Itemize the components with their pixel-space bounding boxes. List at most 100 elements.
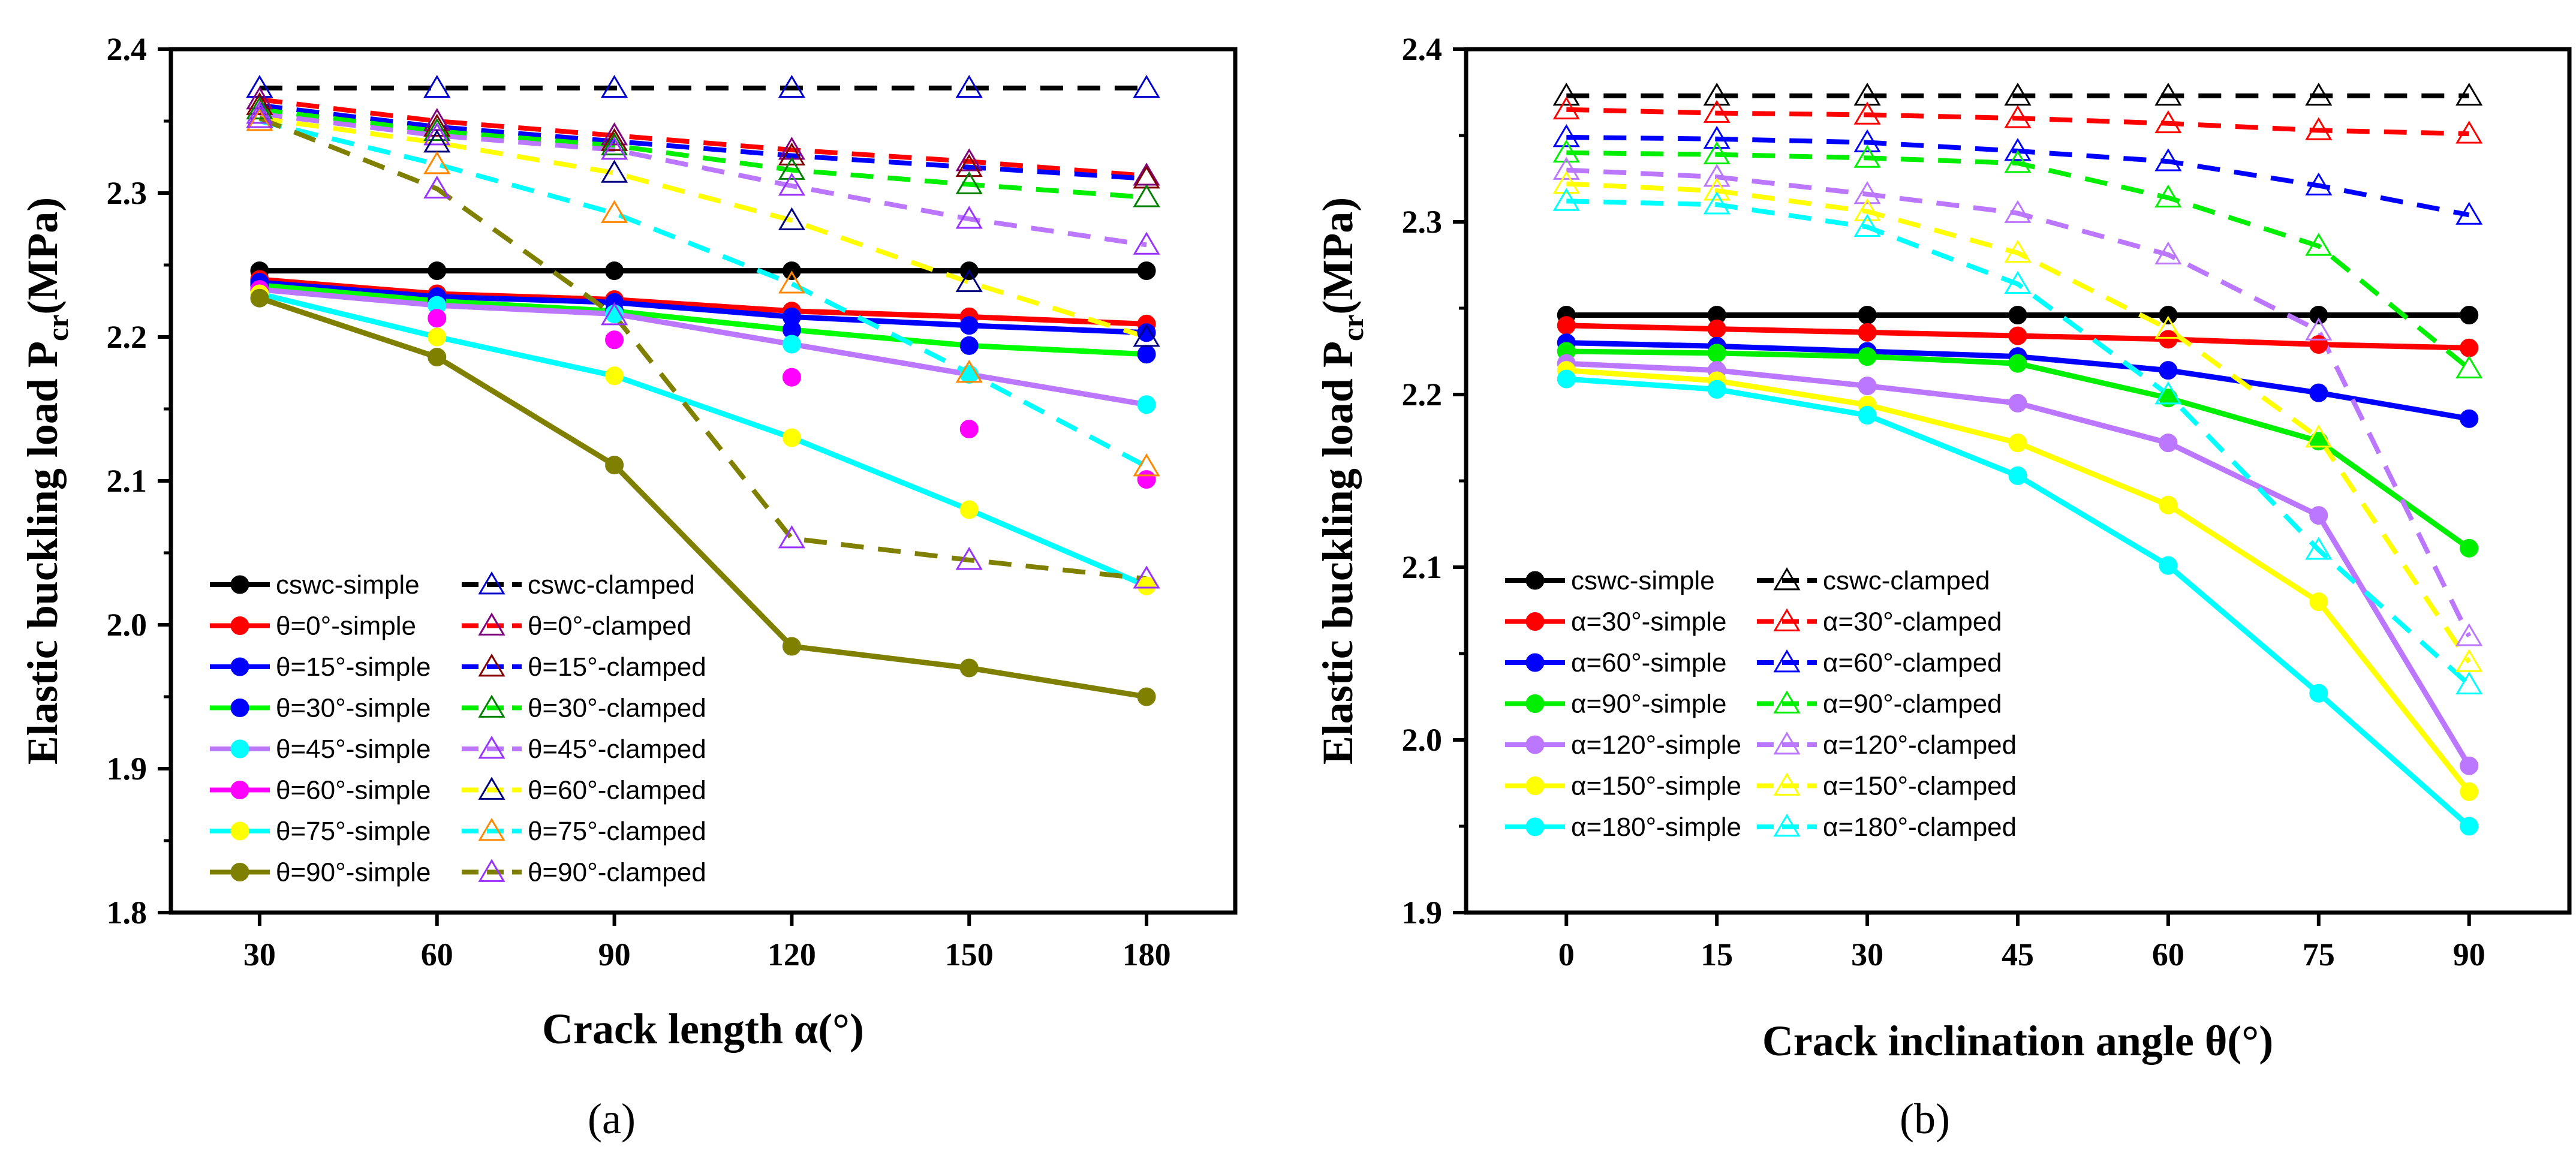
y-tick-label: 1.9 xyxy=(1402,895,1443,931)
series-markers-5 xyxy=(1552,124,2483,225)
series-line xyxy=(259,279,1147,336)
legend-marker xyxy=(1773,732,1801,755)
data-point xyxy=(2008,354,2027,373)
data-point xyxy=(1137,261,1156,281)
data-point xyxy=(2455,82,2483,106)
y-tick-label: 2.4 xyxy=(107,31,148,67)
x-tick-label: 60 xyxy=(421,937,453,973)
panel-a: 30 60 90 120 150 180 1.8 1.9 2.0 2.1 2.2 2.3 2.4 Crac… xyxy=(19,31,1238,1143)
y-tick-label: 2.3 xyxy=(107,175,148,211)
legend-item: θ=15°-clamped xyxy=(462,652,706,682)
data-point xyxy=(2309,335,2328,354)
data-point xyxy=(2159,306,2178,325)
series-13 xyxy=(258,119,1148,469)
series-line xyxy=(259,276,1147,327)
series-12 xyxy=(258,291,1148,589)
legend-marker xyxy=(1773,772,1801,796)
data-point xyxy=(1853,180,1881,204)
legend-marker xyxy=(230,699,249,717)
data-point xyxy=(601,200,628,223)
data-point xyxy=(1703,141,1731,164)
data-point xyxy=(2004,150,2032,173)
data-point xyxy=(246,108,273,131)
data-point xyxy=(601,74,628,98)
series-15 xyxy=(258,116,1147,582)
data-point xyxy=(1858,347,1877,366)
data-point xyxy=(1137,470,1156,489)
data-point xyxy=(2305,537,2333,560)
legend-marker xyxy=(478,571,505,595)
y-axis-title: Elastic buckling load Pcr(MPa) xyxy=(19,197,74,764)
legend-item: cswc-simple xyxy=(1505,566,1715,595)
x-tick-label: 75 xyxy=(2303,937,2335,973)
data-point xyxy=(2460,817,2479,836)
data-point xyxy=(2008,466,2027,485)
series-markers-7 xyxy=(1552,139,2483,379)
data-point xyxy=(1703,100,1731,123)
legend-label: α=60°-clamped xyxy=(1823,648,2002,678)
data-point xyxy=(955,269,983,293)
data-point xyxy=(778,525,805,549)
x-axis: 30 60 90 120 150 180 xyxy=(243,913,1171,973)
data-point xyxy=(1137,687,1156,706)
data-point xyxy=(1552,156,1580,180)
y-tick-label: 2.3 xyxy=(1402,204,1443,240)
legend-item: α=60°-simple xyxy=(1505,648,1726,678)
data-point xyxy=(2154,148,2182,171)
x-tick-label: 150 xyxy=(945,937,994,973)
y-tick-label: 2.1 xyxy=(107,463,148,499)
data-point xyxy=(1137,345,1156,364)
data-point xyxy=(2309,383,2328,402)
legend-marker xyxy=(1525,571,1545,590)
x-axis-title: Crack inclination angle θ(°) xyxy=(1762,1017,2273,1065)
data-point xyxy=(778,142,805,165)
legend-label: θ=75°-clamped xyxy=(528,817,706,846)
legend-marker xyxy=(230,739,249,758)
legend-item: α=150°-clamped xyxy=(1757,772,2017,801)
series-14 xyxy=(258,295,1147,700)
data-point xyxy=(428,327,447,347)
series-9 xyxy=(1566,167,2472,637)
data-point xyxy=(2004,105,2032,128)
legend-label: α=60°-simple xyxy=(1571,648,1726,678)
data-point xyxy=(2154,82,2182,106)
data-point xyxy=(2159,361,2178,380)
data-point xyxy=(1552,188,1580,211)
data-point xyxy=(246,105,273,128)
series-markers-12 xyxy=(250,284,1156,595)
series-markers-15 xyxy=(246,105,1160,589)
data-point xyxy=(2008,306,2027,325)
y-title-unit: (MPa) xyxy=(19,197,67,315)
series-line xyxy=(1566,198,2471,687)
legend-marker xyxy=(1773,814,1801,837)
legend-label: α=120°-simple xyxy=(1571,730,1741,760)
legend-item: α=180°-clamped xyxy=(1757,812,2017,842)
data-point xyxy=(246,92,273,115)
data-point xyxy=(959,500,979,519)
data-point xyxy=(778,74,805,98)
data-point xyxy=(2455,121,2483,144)
data-point xyxy=(428,348,447,367)
x-tick-label: 30 xyxy=(1851,937,1883,973)
legend-label: cswc-simple xyxy=(276,570,420,600)
legend-label: α=120°-clamped xyxy=(1823,730,2017,760)
y-tick-label: 1.8 xyxy=(107,895,148,931)
data-point xyxy=(1703,82,1731,106)
series-line xyxy=(1566,150,2471,371)
data-point xyxy=(250,288,269,308)
data-point xyxy=(782,637,801,656)
series-line xyxy=(259,97,1147,179)
data-point xyxy=(2154,110,2182,134)
data-point xyxy=(1853,129,1881,152)
legend-item: θ=90°-clamped xyxy=(462,858,706,887)
x-tick-label: 30 xyxy=(243,937,276,973)
data-point xyxy=(1552,82,1580,106)
series-7 xyxy=(1566,150,2471,371)
y-tick-label: 2.2 xyxy=(1402,377,1443,413)
data-point xyxy=(2460,782,2479,801)
data-point xyxy=(246,101,273,124)
legend-label: α=180°-clamped xyxy=(1823,812,2017,842)
data-point xyxy=(2154,241,2182,265)
legend-marker xyxy=(478,654,505,677)
data-point xyxy=(1133,231,1160,255)
